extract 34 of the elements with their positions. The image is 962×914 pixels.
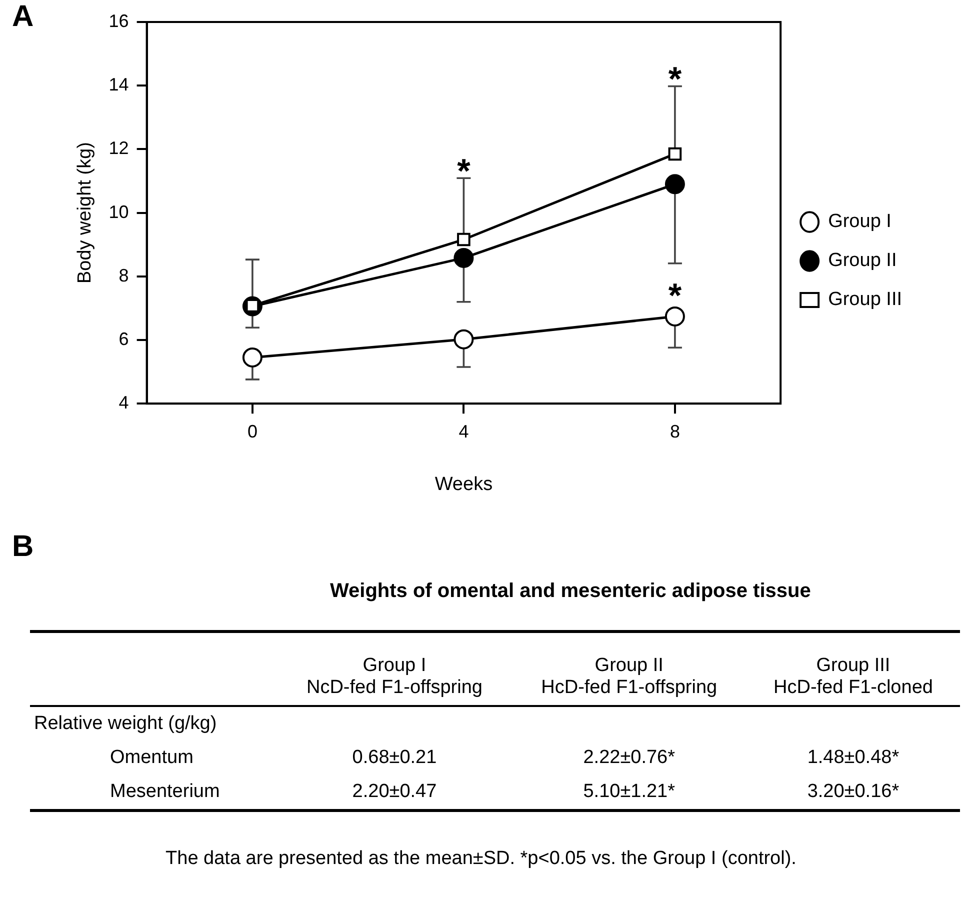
category-label: Omentum <box>110 747 194 768</box>
y-tick-label: 16 <box>108 10 129 31</box>
data-label: * <box>668 276 682 315</box>
category-label: Group III HcD-fed F1-cloned <box>746 632 960 706</box>
category-label: Mesenterium <box>110 781 220 802</box>
legend-label: Group II <box>828 250 897 272</box>
legend-label: Group III <box>828 289 902 310</box>
data-label: * <box>457 152 472 191</box>
text: B <box>12 530 34 564</box>
y-tick-label: 14 <box>108 74 129 95</box>
data-label: * <box>668 60 682 99</box>
y-axis-title: Body weight (kg) <box>74 142 96 284</box>
text: 0.68±0.21 <box>352 747 437 768</box>
text: 3.20±0.16* <box>807 781 900 802</box>
legend-label: Group I <box>828 211 892 232</box>
text: Weights of omental and mesenteric adipose tissue <box>330 580 811 603</box>
x-tick-label: 0 <box>247 421 258 442</box>
x-axis-title: Weeks <box>434 474 493 495</box>
text: A <box>12 0 34 34</box>
text: 2.20±0.47 <box>352 781 437 802</box>
text: The data are presented as the mean±SD. *p<0.05 vs. the Group I (control). <box>164 848 798 870</box>
y-tick-label: 6 <box>118 328 129 349</box>
y-tick-label: 4 <box>118 392 129 413</box>
y-tick-label: 8 <box>118 265 129 286</box>
x-tick-label: 8 <box>670 421 680 442</box>
text: 1.48±0.48* <box>807 747 900 768</box>
text: 5.10±1.21* <box>583 781 676 802</box>
category-label: Group II HcD-fed F1-offspring <box>512 632 746 706</box>
text: 2.22±0.76* <box>583 747 676 768</box>
x-tick-label: 4 <box>458 421 469 442</box>
category-label: Group I NcD-fed F1-offspring <box>277 632 512 706</box>
y-tick-label: 10 <box>108 202 129 222</box>
y-tick-label: 12 <box>108 138 129 158</box>
category-label: Relative weight (g/kg) <box>34 713 217 734</box>
